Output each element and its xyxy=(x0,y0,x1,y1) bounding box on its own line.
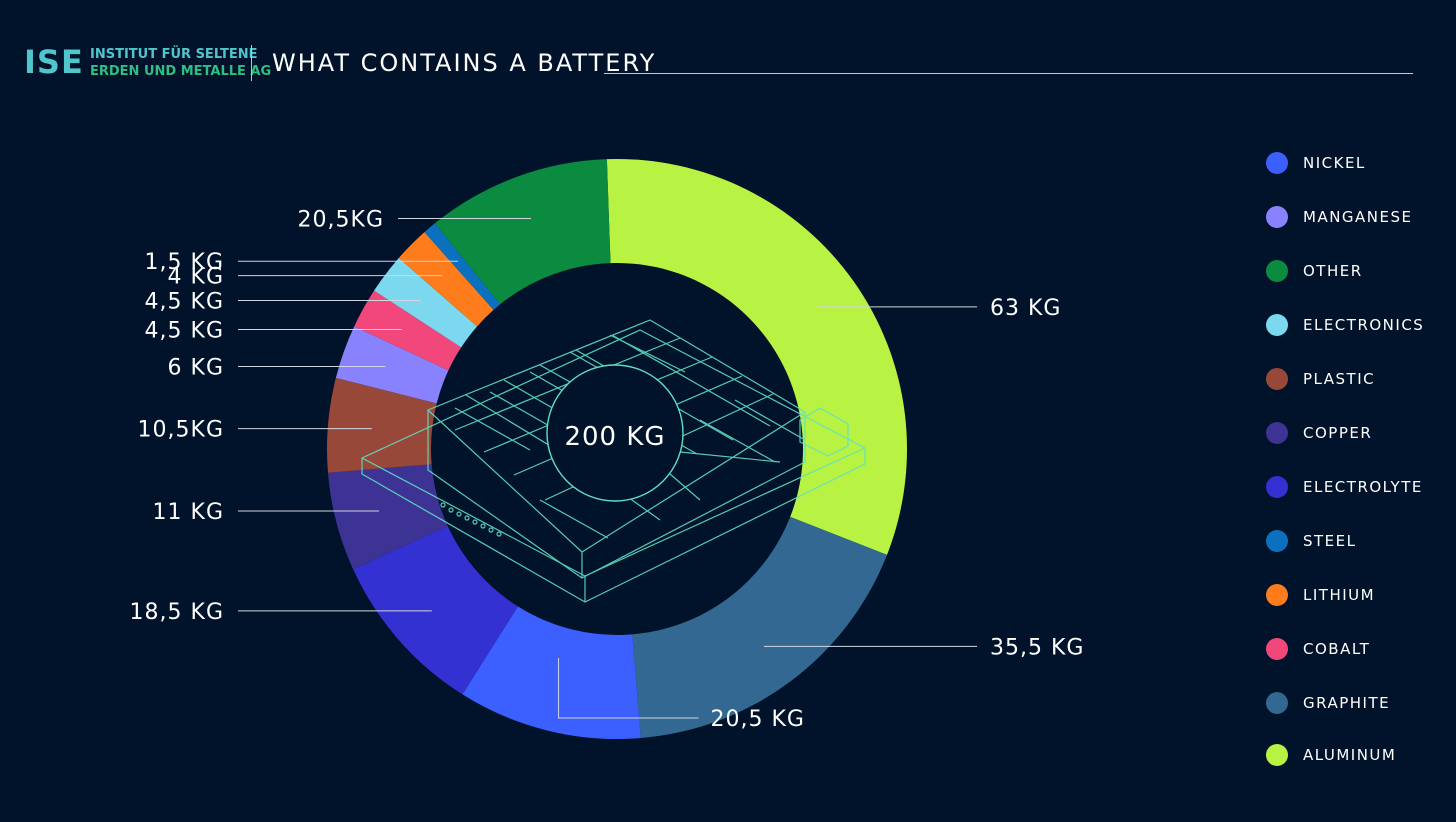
legend-dot-copper xyxy=(1266,422,1288,444)
slice-graphite xyxy=(632,517,887,738)
legend-label-steel: STEEL xyxy=(1303,531,1357,551)
label-plastic: 10,5KG xyxy=(138,418,224,443)
center-total-label: 200 KG xyxy=(564,422,665,452)
label-manganese: 6 KG xyxy=(168,355,224,380)
label-aluminum: 63 KG xyxy=(990,296,1061,321)
legend-label-electronics: ELECTRONICS xyxy=(1303,315,1424,335)
legend-dot-cobalt xyxy=(1266,638,1288,660)
legend-label-plastic: PLASTIC xyxy=(1303,369,1375,389)
legend-label-other: OTHER xyxy=(1303,261,1363,281)
legend-item-lithium: LITHIUM xyxy=(1266,582,1446,606)
legend-item-cobalt: COBALT xyxy=(1266,636,1446,660)
legend-item-nickel: NICKEL xyxy=(1266,150,1446,174)
legend-dot-lithium xyxy=(1266,584,1288,606)
legend-dot-steel xyxy=(1266,530,1288,552)
legend-item-graphite: GRAPHITE xyxy=(1266,690,1446,714)
legend-dot-aluminum xyxy=(1266,744,1288,766)
legend-item-electronics: ELECTRONICS xyxy=(1266,312,1446,336)
legend-dot-manganese xyxy=(1266,206,1288,228)
legend-dot-electrolyte xyxy=(1266,476,1288,498)
legend-item-electrolyte: ELECTROLYTE xyxy=(1266,474,1446,498)
label-cobalt: 4,5 KG xyxy=(145,319,224,344)
legend-item-copper: COPPER xyxy=(1266,420,1446,444)
label-nickel: 20,5 KG xyxy=(711,707,805,732)
label-graphite: 35,5 KG xyxy=(990,635,1084,660)
legend-item-manganese: MANGANESE xyxy=(1266,204,1446,228)
legend-item-aluminum: ALUMINUM xyxy=(1266,742,1446,766)
legend-item-other: OTHER xyxy=(1266,258,1446,282)
label-electronics: 4,5 KG xyxy=(145,289,224,314)
legend-dot-plastic xyxy=(1266,368,1288,390)
legend-dot-graphite xyxy=(1266,692,1288,714)
slice-aluminum xyxy=(607,159,907,555)
legend-label-lithium: LITHIUM xyxy=(1303,585,1375,605)
legend-dot-other xyxy=(1266,260,1288,282)
legend-label-cobalt: COBALT xyxy=(1303,639,1370,659)
label-electrolyte: 18,5 KG xyxy=(130,600,224,625)
legend-label-manganese: MANGANESE xyxy=(1303,207,1413,227)
label-steel: 1,5 KG xyxy=(145,250,224,275)
legend-dot-electronics xyxy=(1266,314,1288,336)
label-other: 20,5KG xyxy=(298,208,384,233)
legend-item-steel: STEEL xyxy=(1266,528,1446,552)
legend-label-nickel: NICKEL xyxy=(1303,153,1366,173)
legend-label-copper: COPPER xyxy=(1303,423,1372,443)
legend-dot-nickel xyxy=(1266,152,1288,174)
legend-label-electrolyte: ELECTROLYTE xyxy=(1303,477,1423,497)
legend-label-aluminum: ALUMINUM xyxy=(1303,745,1396,765)
legend-item-plastic: PLASTIC xyxy=(1266,366,1446,390)
legend-label-graphite: GRAPHITE xyxy=(1303,693,1390,713)
label-copper: 11 KG xyxy=(153,500,224,525)
